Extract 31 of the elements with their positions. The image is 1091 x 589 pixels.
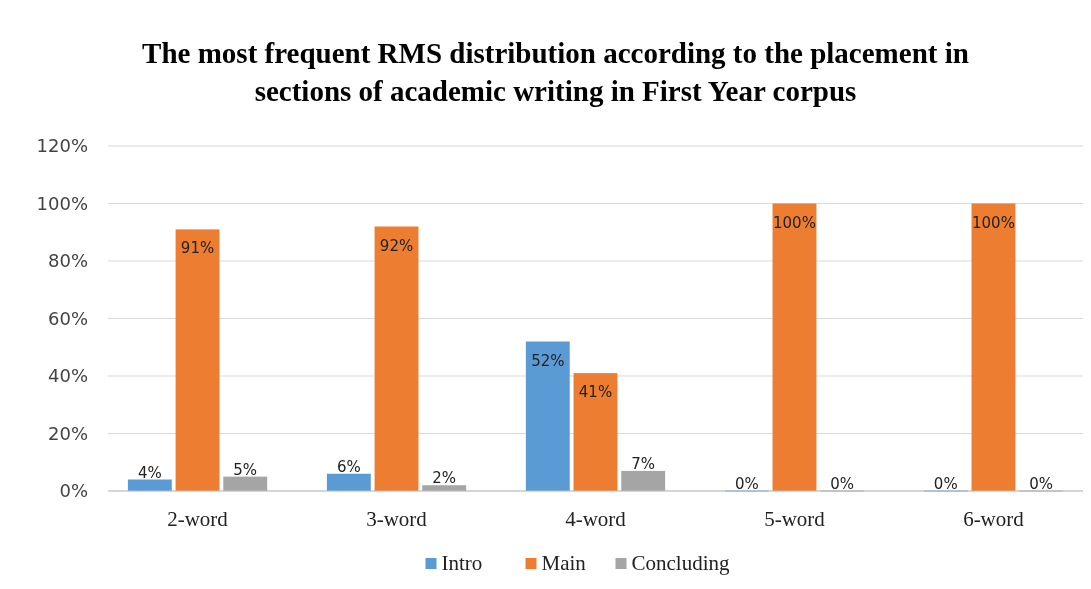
data-label: 7% [631,454,656,473]
data-label: 100% [972,213,1015,232]
data-label: 91% [180,239,215,258]
data-label: 6% [336,457,361,476]
x-tick-label: 5-word [764,507,826,531]
y-tick-label: 40% [47,365,88,386]
x-tick-label: 3-word [366,507,428,531]
y-tick-label: 20% [47,422,88,444]
chart-title: The most frequent RMS distribution according to the placement in sections of academic writing in First Year corpus [142,37,969,107]
data-label: 0% [830,475,855,493]
legend-label: Concluding [631,551,730,575]
data-label: 0% [734,475,759,493]
data-label: 52% [531,351,565,370]
data-label: 4% [137,463,162,482]
legend-label: Main [541,551,587,575]
data-label: 0% [933,475,958,493]
y-tick-label: 120% [36,135,88,156]
y-tick-label: 60% [47,307,88,329]
data-label: 0% [1029,475,1054,493]
legend-label: Intro [441,551,483,575]
data-label: 41% [578,383,613,402]
data-label: 5% [233,460,258,479]
x-tick-label: 6-word [963,507,1025,531]
data-label: 92% [379,236,414,255]
x-tick-label: 2-word [167,507,229,531]
data-label: 100% [773,213,816,232]
y-tick-label: 80% [47,250,88,271]
x-tick-label: 4-word [565,507,627,531]
data-label: 2% [432,469,457,488]
y-tick-label: 0% [59,480,88,501]
y-tick-label: 100% [36,192,88,214]
